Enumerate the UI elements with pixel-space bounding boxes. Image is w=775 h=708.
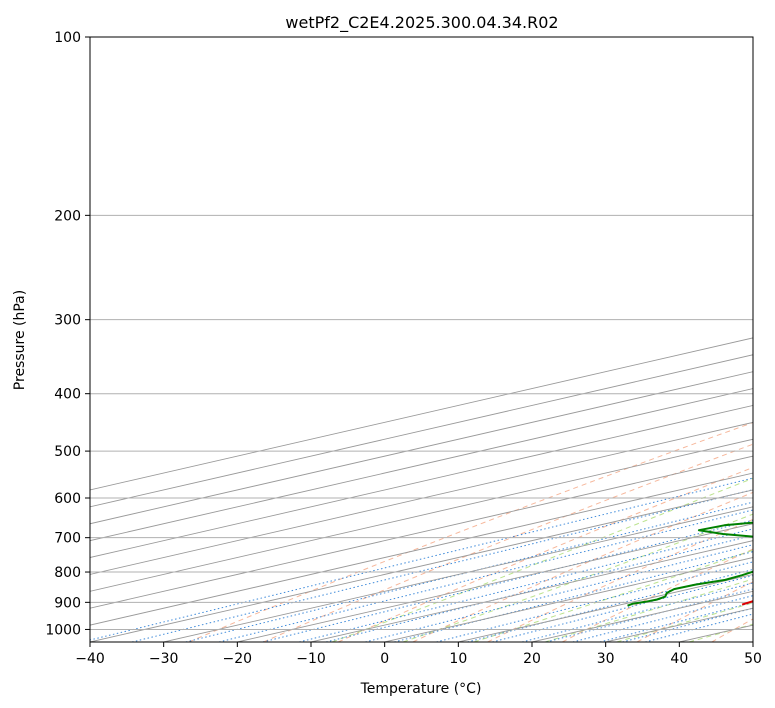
isotherm — [90, 404, 753, 558]
x-tick-label: −20 — [223, 651, 253, 667]
isotherm — [90, 337, 753, 491]
plot-frame — [89, 36, 754, 643]
y-tick-label: 100 — [54, 30, 81, 46]
y-axis-ticks: 100 200 300 400 500 600 700 800 900 1000 — [45, 30, 90, 638]
isotherm — [90, 421, 753, 575]
moist-adiabat — [544, 578, 753, 642]
x-tick-label: 0 — [380, 651, 389, 667]
mixing-ratio-line — [218, 509, 753, 642]
dry-adiabat — [412, 491, 753, 642]
dry-adiabat — [337, 466, 753, 642]
y-tick-label: 300 — [54, 313, 81, 329]
y-tick-label: 600 — [54, 491, 81, 507]
mixing-ratio-line — [185, 501, 753, 642]
y-tick-label: 900 — [54, 595, 81, 611]
background-lines — [90, 37, 753, 642]
x-tick-label: 40 — [670, 651, 688, 667]
isotherm — [90, 455, 753, 609]
y-tick-label: 500 — [54, 444, 81, 460]
isotherm — [90, 472, 753, 626]
mixing-ratio-line — [492, 575, 753, 642]
y-axis-label: Pressure (hPa) — [12, 290, 28, 390]
mixing-ratio-line — [467, 568, 753, 642]
x-tick-label: −30 — [149, 651, 179, 667]
isotherm — [90, 489, 753, 642]
x-axis-label: Temperature (°C) — [360, 681, 482, 697]
chart-title: wetPf2_C2E4.2025.300.04.34.R02 — [285, 13, 558, 33]
y-tick-label: 200 — [54, 208, 81, 224]
x-tick-label: 20 — [523, 651, 541, 667]
isotherm — [310, 540, 753, 642]
mixing-ratio-line — [131, 489, 753, 642]
y-tick-label: 400 — [54, 387, 81, 403]
isotherm — [163, 506, 753, 642]
moist-adiabat — [473, 549, 753, 642]
x-tick-label: 50 — [744, 651, 762, 667]
x-tick-label: −40 — [75, 651, 105, 667]
mixing-ratio-line — [325, 534, 753, 642]
x-tick-label: 30 — [597, 651, 615, 667]
y-tick-label: 700 — [54, 531, 81, 547]
y-tick-label: 800 — [54, 565, 81, 581]
mixing-ratio-line — [521, 582, 753, 642]
isotherm — [237, 523, 753, 642]
y-tick-label: 1000 — [45, 622, 81, 638]
x-tick-label: −10 — [296, 651, 326, 667]
x-axis-ticks: −40 −30 −20 −10 0 10 20 30 40 50 — [75, 642, 762, 667]
isotherm — [90, 438, 753, 592]
x-tick-label: 10 — [449, 651, 467, 667]
